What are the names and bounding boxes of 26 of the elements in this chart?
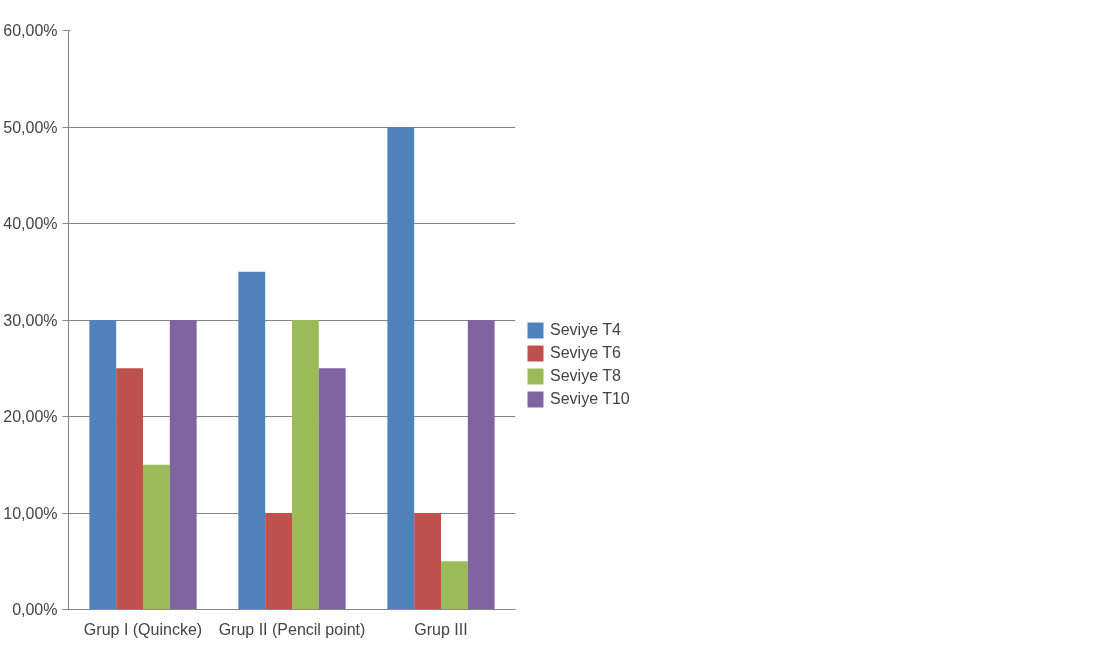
bar — [116, 368, 143, 610]
bar — [169, 320, 197, 610]
legend-label: Seviye T4 — [550, 321, 621, 339]
x-tick-label: Grup II (Pencil point) — [218, 620, 366, 638]
bar — [318, 368, 346, 610]
y-tick-label: 10,00% — [3, 504, 58, 522]
y-tick-label: 50,00% — [3, 118, 58, 136]
y-tick-label: 40,00% — [3, 215, 58, 232]
bar — [265, 513, 292, 610]
bar — [414, 513, 441, 610]
bar — [441, 561, 468, 610]
bar — [467, 320, 495, 610]
legend-label: Seviye T8 — [550, 367, 621, 385]
y-tick-label: 30,00% — [3, 311, 58, 329]
legend-label: Seviye T10 — [550, 390, 630, 408]
y-tick-label: 0,00% — [12, 601, 58, 618]
bar — [292, 320, 319, 610]
bar — [238, 271, 266, 610]
legend-label: Seviye T6 — [550, 344, 621, 362]
y-tick-label: 20,00% — [3, 408, 58, 425]
bar — [143, 464, 170, 610]
bar — [89, 320, 117, 610]
x-tick-label: Grup I (Quincke) — [83, 620, 203, 638]
y-tick-label: 60,00% — [3, 22, 58, 39]
bar — [387, 127, 415, 610]
x-tick-label: Grup III — [414, 620, 468, 638]
